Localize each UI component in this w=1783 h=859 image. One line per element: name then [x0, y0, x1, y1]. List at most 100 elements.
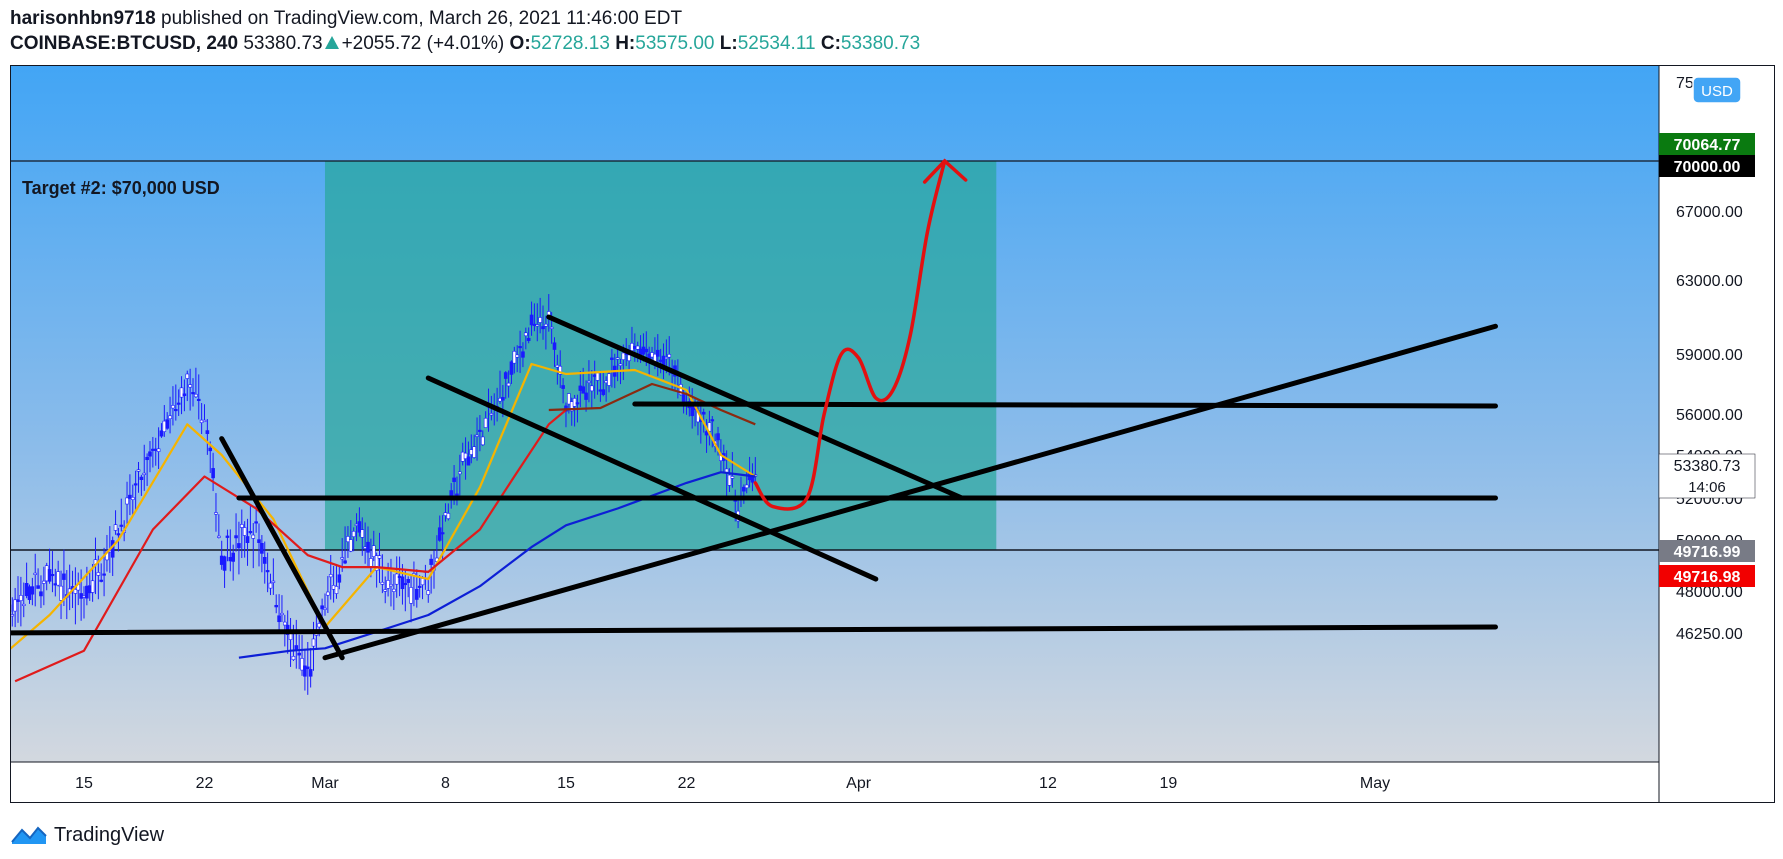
candle-body [194, 393, 198, 398]
price-tag-gray: 49716.99 [1659, 540, 1755, 562]
candle-body [483, 417, 488, 428]
price-axis[interactable]: 7567000.0063000.0059000.0056000.0054000.… [1676, 75, 1743, 643]
candle-body [27, 586, 32, 601]
projection-arrow [753, 159, 947, 511]
candle-body [460, 451, 465, 462]
candle-body [369, 558, 373, 568]
candle-body [512, 351, 517, 364]
candle-body [142, 472, 147, 475]
candle-body [524, 332, 528, 337]
candle-body [658, 359, 663, 362]
time-tick-label: 19 [1160, 775, 1178, 792]
price-tag-bg [1659, 565, 1755, 587]
candle-body [598, 389, 603, 392]
price-tick-label: 46250.00 [1676, 626, 1743, 643]
plot-layer [11, 158, 1659, 695]
candle-body [509, 361, 514, 375]
candle-body [572, 398, 577, 407]
candle-body [116, 533, 121, 536]
candle-body [472, 446, 476, 458]
candle-body [394, 573, 399, 585]
candle-body [222, 556, 227, 571]
tradingview-brand[interactable]: TradingView [54, 823, 165, 846]
candle-body [300, 658, 304, 671]
candle-body [501, 397, 505, 401]
currency-badge[interactable]: USD [1692, 76, 1742, 104]
candle-body [727, 474, 732, 486]
candle-body [650, 352, 654, 358]
candle-body [56, 571, 60, 586]
price-candles [11, 294, 758, 695]
candle-body [710, 419, 715, 422]
candle-body [277, 615, 281, 623]
candle-body [621, 352, 626, 360]
candle-body [168, 415, 172, 420]
time-axis[interactable]: 15 22 Mar 8 15 22 Apr 12 19 May [75, 775, 1390, 792]
candle-body [254, 521, 258, 524]
candle-body [371, 545, 376, 557]
candle-body [443, 512, 448, 516]
low-value: 52534.11 [737, 33, 816, 54]
symbol-label[interactable]: COINBASE:BTCUSD, 240 [10, 33, 239, 54]
time-tick-label: 15 [75, 775, 93, 792]
ema-brown-line [548, 382, 756, 426]
price-tick-label: 67000.00 [1676, 204, 1743, 221]
candle-body [366, 541, 370, 553]
candle-body [655, 349, 660, 357]
candle-body [458, 471, 462, 475]
publish-line: harisonhbn9718 published on TradingView.… [10, 6, 1770, 31]
price-tick-label: 75 [1676, 75, 1694, 92]
candle-body [414, 588, 419, 600]
candle-body [360, 529, 365, 538]
chart-area[interactable]: 7567000.0063000.0059000.0056000.0054000.… [10, 65, 1775, 803]
candle-body [549, 326, 554, 329]
candle-body [262, 557, 267, 564]
candle-body [125, 497, 129, 505]
candle-body [627, 354, 631, 362]
candle-body [437, 527, 442, 541]
candle-body [156, 448, 161, 452]
candle-body [452, 477, 456, 482]
candle-body [148, 451, 152, 457]
price-chart[interactable]: 7567000.0063000.0059000.0056000.0054000.… [11, 66, 1774, 802]
price-tag-label: 53380.73 [1674, 458, 1741, 475]
candle-body [128, 494, 132, 499]
price-tag-label: 49716.99 [1674, 544, 1741, 561]
candle-body [584, 392, 588, 400]
candle-body [174, 408, 178, 412]
candle-body [343, 560, 347, 564]
candle-body [529, 314, 534, 326]
candle-body [317, 623, 322, 628]
candle-body [552, 342, 557, 350]
price-tag-green: 70064.77 [1659, 133, 1755, 155]
candle-body [541, 326, 545, 330]
candle-body [303, 665, 307, 677]
candle-body [326, 591, 330, 596]
candle-body [678, 384, 683, 396]
ema-blue-line [238, 471, 756, 659]
candle-body [257, 539, 261, 543]
candle-body [515, 354, 520, 358]
price-tag-bg [1659, 155, 1755, 177]
candle-body [328, 574, 333, 578]
candle-body [268, 582, 273, 589]
candle-body [151, 448, 155, 451]
candle-body [383, 589, 388, 592]
candle-body [30, 586, 35, 595]
candle-body [283, 621, 287, 626]
candle-body [644, 348, 649, 353]
candle-body [357, 521, 362, 533]
candle-body [119, 524, 124, 527]
candle-body [308, 669, 313, 677]
candle-body [16, 599, 20, 602]
candle-body [400, 576, 405, 590]
candle-body [618, 363, 623, 366]
price-tag-label: 70064.77 [1674, 137, 1741, 154]
author-name[interactable]: harisonhbn9718 [10, 8, 156, 29]
candle-body [397, 575, 402, 578]
candle-body [265, 570, 270, 573]
price-tag-label: 70000.00 [1674, 159, 1741, 176]
candle-body [440, 532, 445, 535]
candle-body [159, 430, 164, 437]
candle-body [417, 585, 422, 588]
